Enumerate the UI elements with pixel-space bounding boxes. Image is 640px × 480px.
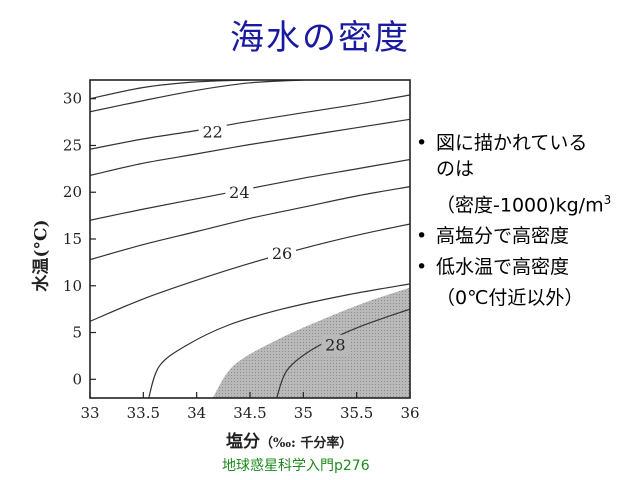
bullet-dot: • — [416, 132, 428, 154]
x-tick-label: 33.5 — [127, 404, 160, 422]
y-tick-label: 30 — [63, 90, 82, 108]
contour-label-bg — [268, 243, 296, 264]
contour-labels: 22 24 26 28 — [198, 121, 350, 355]
x-tick-label: 34 — [187, 404, 206, 422]
contour-label-bg — [198, 121, 227, 142]
contour-label-28: 28 — [325, 336, 345, 355]
contour-label-24: 24 — [229, 183, 249, 202]
contour-label-bg — [321, 334, 350, 355]
contour-label-22: 22 — [202, 122, 222, 141]
bullet-text: 図に描かれている — [436, 132, 588, 154]
bullet-dot: • — [416, 225, 428, 248]
x-tick-label: 36 — [400, 404, 419, 422]
bullet-item: • 図に描かれている のは — [414, 130, 640, 182]
y-tick-label: 10 — [63, 277, 82, 295]
x-axis-ticks: 33 33.5 34 34.5 35 35.5 36 — [80, 392, 420, 422]
bullet-text: 高塩分で高密度 — [436, 225, 570, 248]
contour-label-bg — [225, 182, 254, 203]
bullet-item: • 低水温で高密度 — [414, 254, 640, 280]
bullet-text: 低水温で高密度 — [436, 256, 570, 279]
y-axis-label-box: 水温(°C) — [24, 185, 54, 325]
contour-line-25 — [90, 186, 410, 261]
x-tick-label: 35 — [294, 404, 313, 422]
y-tick-label: 0 — [72, 370, 82, 388]
y-tick-label: 25 — [63, 136, 82, 154]
contour-line-22 — [90, 94, 410, 150]
contour-line-27 — [148, 283, 410, 398]
y-tick-label: 20 — [63, 183, 82, 201]
density-unit-text: （密度-1000)kg/m — [436, 194, 604, 217]
bullet-subtext: （0℃付近以外） — [436, 287, 584, 310]
x-tick-label: 33 — [80, 404, 99, 422]
bullet-text-line2: のは — [436, 158, 475, 180]
y-axis-ticks: 0 5 10 15 20 25 30 — [63, 90, 96, 388]
y-tick-label: 15 — [63, 230, 82, 248]
bullet-subtext: （密度-1000)kg/m3 — [414, 187, 640, 218]
unit-exponent: 3 — [603, 193, 612, 207]
high-density-shaded-region — [212, 287, 410, 398]
contour-label-26: 26 — [272, 244, 292, 263]
contour-line-21.5 — [90, 80, 304, 113]
bullet-dot: • — [416, 256, 428, 279]
contour-line-21 — [90, 80, 251, 100]
x-axis-label: 塩分（‰: 千分率） — [226, 427, 352, 452]
contour-line-26 — [90, 223, 410, 322]
x-axis-label-main: 塩分 — [226, 432, 260, 452]
shaded-region — [212, 287, 410, 398]
y-tick-label: 5 — [72, 324, 82, 342]
contour-line-23 — [90, 118, 410, 176]
bullet-item: • 高塩分で高密度 — [414, 223, 640, 249]
contour-line-28 — [276, 308, 410, 398]
y-axis-label: 水温(°C) — [31, 219, 52, 292]
x-tick-label: 34.5 — [233, 404, 266, 422]
page-title: 海水の密度 — [230, 18, 410, 58]
x-axis-label-unit: （‰: 千分率） — [260, 436, 353, 451]
bullet-list: • 図に描かれている のは （密度-1000)kg/m3 • 高塩分で高密度 •… — [414, 130, 640, 316]
x-tick-label: 35.5 — [340, 404, 373, 422]
source-citation: 地球惑星科学入門p276 — [222, 458, 370, 474]
